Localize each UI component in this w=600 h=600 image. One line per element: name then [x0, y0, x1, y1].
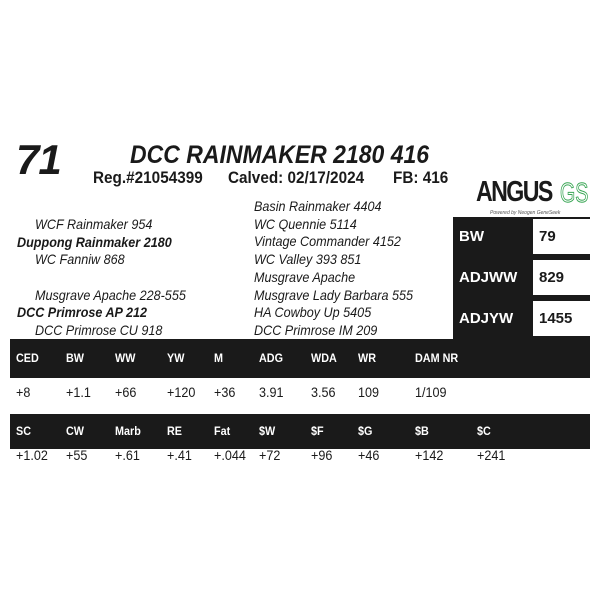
epd-value: 1/109 — [415, 384, 447, 400]
epd-header: Fat — [214, 424, 231, 438]
pedigree-name: Musgrave Lady Barbara 555 — [254, 286, 414, 303]
epd-header: RE — [167, 424, 183, 438]
fb-number: FB: 416 — [393, 168, 449, 187]
epd-value: +.61 — [115, 447, 140, 463]
performance-value-cell: 79 — [533, 219, 590, 254]
epd-header: $B — [415, 424, 429, 438]
epd-header: YW — [167, 351, 185, 365]
performance-value: 79 — [539, 228, 556, 245]
pedigree-name: Basin Rainmaker 4404 — [254, 198, 382, 214]
epd-value: +66 — [115, 384, 137, 400]
pedigree-name: Duppong Rainmaker 2180 — [17, 234, 172, 250]
epd-value: +8 — [16, 384, 31, 400]
pedigree-name: Vintage Commander 4152 — [254, 233, 401, 250]
performance-row-adjyw: ADJYW 1455 — [453, 299, 590, 338]
epd-header: $G — [358, 424, 373, 438]
pedigree-name: Musgrave Apache 228-555 — [35, 287, 186, 303]
performance-row-adjww: ADJWW 829 — [453, 258, 590, 297]
logo-tagline: Powered by Neogen GeneSeek — [490, 210, 561, 216]
epd-value: 109 — [358, 384, 380, 400]
epd-header-row-2: SC CW Marb RE Fat $W $F $G $B $C — [10, 414, 590, 449]
lot-number: 71 — [16, 136, 62, 183]
animal-name: DCC RAINMAKER 2180 416 — [130, 141, 430, 169]
performance-table: BW 79 ADJWW 829 ADJYW 1455 — [453, 217, 590, 339]
epd-value: +.044 — [214, 447, 246, 463]
epd-value: +120 — [167, 384, 196, 400]
pedigree-name: DCC Primrose IM 209 — [254, 321, 378, 338]
epd-header: SC — [16, 424, 32, 438]
calved-date: Calved: 02/17/2024 — [228, 168, 365, 187]
pedigree-name: Musgrave Apache — [254, 268, 356, 285]
epd-header: BW — [66, 351, 84, 365]
epd-header: CW — [66, 424, 84, 438]
epd-header: DAM NR — [415, 351, 459, 365]
epd-value: +55 — [66, 447, 88, 463]
epd-header: WDA — [311, 351, 337, 365]
epd-value: 3.91 — [259, 384, 284, 400]
pedigree-name: HA Cowboy Up 5405 — [254, 304, 372, 321]
pedigree-name: DCC Primrose AP 212 — [17, 304, 148, 320]
epd-value: +72 — [259, 447, 281, 463]
epd-value: +96 — [311, 447, 333, 463]
performance-value-cell: 1455 — [533, 301, 590, 336]
epd-header: Marb — [115, 424, 141, 438]
epd-header: $W — [259, 424, 276, 438]
epd-header: WR — [358, 351, 376, 365]
epd-value: +241 — [477, 447, 506, 463]
epd-value: +36 — [214, 384, 236, 400]
pedigree-name: WCF Rainmaker 954 — [35, 216, 153, 232]
performance-label: ADJWW — [459, 269, 518, 286]
performance-label: ADJYW — [459, 310, 514, 327]
performance-value: 1455 — [539, 310, 573, 327]
epd-header: WW — [115, 351, 136, 365]
epd-header: CED — [16, 351, 39, 365]
epd-header: $C — [477, 424, 491, 438]
angus-gs-logo: ANGUS GS Powered by Neogen GeneSeek — [476, 176, 589, 216]
pedigree-name: WC Quennie 5114 — [254, 215, 357, 232]
epd-header: ADG — [259, 351, 284, 365]
epd-value: +1.1 — [66, 384, 91, 400]
performance-value: 829 — [539, 269, 565, 286]
performance-row-bw: BW 79 — [453, 217, 590, 256]
pedigree-name: DCC Primrose CU 918 — [35, 322, 163, 338]
logo-word: ANGUS — [476, 176, 553, 208]
epd-header-row-1: CED BW WW YW M ADG WDA WR DAM NR — [10, 339, 590, 378]
epd-header: M — [214, 351, 223, 365]
logo-suffix: GS — [560, 177, 589, 209]
registration-number: Reg.#21054399 — [93, 168, 203, 187]
epd-value: +1.02 — [16, 447, 48, 463]
pedigree-name: WC Valley 393 851 — [254, 251, 362, 268]
epd-value: +142 — [415, 447, 444, 463]
epd-value: +46 — [358, 447, 380, 463]
epd-value: 3.56 — [311, 384, 336, 400]
epd-header: $F — [311, 424, 324, 438]
performance-label: BW — [459, 228, 484, 245]
epd-value: +.41 — [167, 447, 192, 463]
pedigree-name: WC Fanniw 868 — [35, 251, 125, 267]
performance-value-cell: 829 — [533, 260, 590, 295]
